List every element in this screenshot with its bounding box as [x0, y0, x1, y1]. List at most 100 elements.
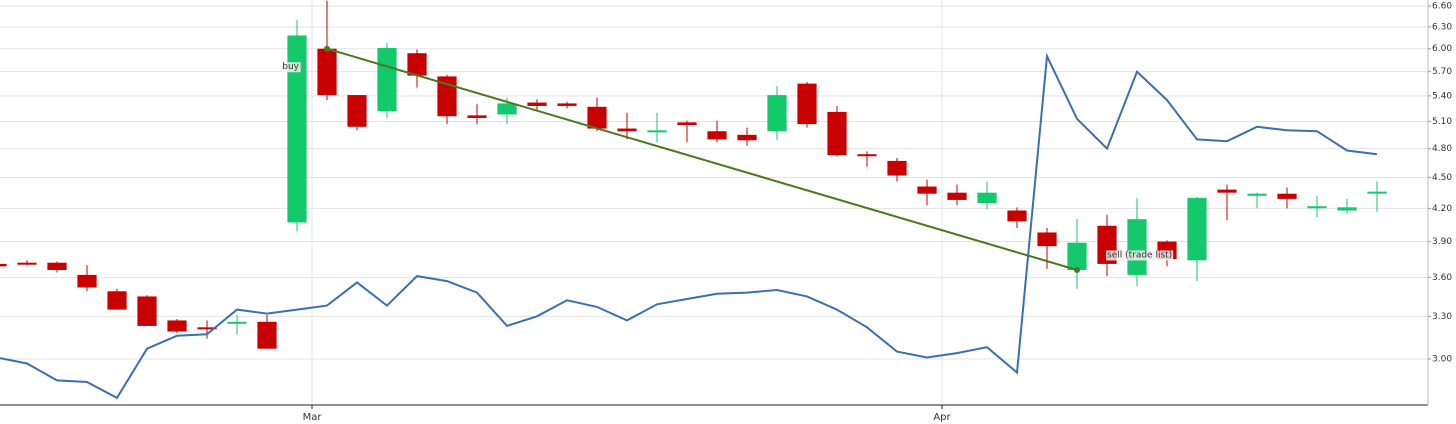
candle-body	[287, 35, 307, 223]
y-tick-label: 3.30	[1432, 312, 1452, 322]
candle-body	[1367, 191, 1387, 194]
candle-body	[257, 321, 277, 349]
candle-body	[107, 291, 127, 310]
candle-body	[647, 130, 667, 133]
candle	[977, 181, 997, 210]
y-tick-label: 6.30	[1432, 22, 1452, 32]
labels: 3.00 3.30 3.60 3.90 4.20 4.50 4.80 5.10 5.40 5.70…	[281, 2, 1452, 423]
candle-body	[467, 115, 487, 118]
candle	[797, 82, 817, 128]
axes	[0, 0, 1429, 406]
candle-body	[1127, 219, 1147, 275]
candle-body	[1307, 206, 1327, 209]
candle-body	[347, 95, 367, 127]
candle-body	[827, 111, 847, 156]
candle	[347, 95, 367, 131]
candle-body	[197, 327, 217, 330]
candle-body	[557, 103, 577, 106]
candle	[107, 288, 127, 310]
candle	[227, 314, 247, 335]
overlay-line	[0, 52, 1378, 400]
y-tick-label: 6.00	[1432, 44, 1452, 54]
candle-body	[737, 134, 757, 141]
candle	[1247, 192, 1267, 209]
candle	[377, 42, 397, 118]
x-tick-label: Apr	[933, 412, 951, 423]
candle-body	[137, 296, 157, 326]
candle	[677, 120, 697, 143]
candle-body	[857, 154, 877, 157]
y-tick-label: 5.10	[1432, 117, 1452, 127]
candle-body	[407, 53, 427, 76]
candle	[647, 112, 667, 143]
candle	[827, 105, 847, 157]
candle	[167, 319, 187, 333]
candle	[467, 104, 487, 125]
candle	[947, 184, 967, 206]
y-tick-label: 6.60	[1432, 2, 1452, 12]
candle	[77, 265, 97, 292]
candle	[1007, 207, 1027, 228]
plot-area	[0, 0, 1387, 400]
y-tick-label: 5.40	[1432, 91, 1452, 101]
candle	[1187, 196, 1207, 282]
candle-body	[587, 106, 607, 129]
candle	[137, 295, 157, 326]
y-tick-label: 3.00	[1432, 354, 1452, 364]
candle-body	[617, 128, 637, 132]
candle-body	[167, 320, 187, 332]
trade-label: buy	[282, 62, 299, 72]
candle	[1307, 195, 1327, 217]
candle	[527, 99, 547, 111]
candle-body	[917, 186, 937, 194]
candle-body	[1007, 210, 1027, 222]
candle-body	[1247, 193, 1267, 196]
candle	[1127, 197, 1147, 287]
candle	[767, 86, 787, 141]
trade-marker	[324, 45, 330, 52]
trade-marker	[1074, 266, 1080, 273]
y-tick-label: 4.20	[1432, 204, 1452, 214]
candle	[587, 97, 607, 132]
candle-body	[1037, 232, 1057, 247]
candle-body	[47, 262, 67, 270]
candle-body	[947, 192, 967, 200]
candle	[1097, 214, 1117, 277]
candle	[557, 101, 577, 109]
candle	[617, 112, 637, 140]
candle-body	[0, 263, 7, 267]
candle	[1367, 181, 1387, 212]
candle-body	[1337, 207, 1357, 211]
grid	[0, 0, 1428, 405]
x-tick-label: Mar	[303, 412, 323, 423]
candle-body	[1217, 189, 1237, 193]
candle-body	[317, 48, 337, 96]
candle	[47, 261, 67, 273]
candle-body	[1277, 193, 1297, 199]
candle	[17, 260, 37, 266]
candle	[917, 179, 937, 206]
candle-body	[77, 274, 97, 288]
candle	[0, 263, 7, 267]
candle-body	[527, 102, 547, 106]
candle	[1277, 187, 1297, 209]
y-tick-label: 3.90	[1432, 237, 1452, 247]
y-tick-label: 4.50	[1432, 173, 1452, 183]
candle	[287, 19, 307, 232]
candle	[1067, 219, 1087, 289]
candle	[197, 320, 217, 339]
candle	[1217, 184, 1237, 221]
candle-body	[227, 321, 247, 324]
candle	[707, 120, 727, 143]
candle	[407, 49, 427, 88]
candle-body	[1187, 197, 1207, 261]
trade-label-bg	[281, 62, 301, 73]
trade-label-bg	[1106, 250, 1174, 261]
y-tick-label: 4.80	[1432, 144, 1452, 154]
candle-body	[707, 131, 727, 140]
candle	[857, 151, 877, 167]
candle-body	[797, 83, 817, 125]
candle	[1337, 198, 1357, 214]
